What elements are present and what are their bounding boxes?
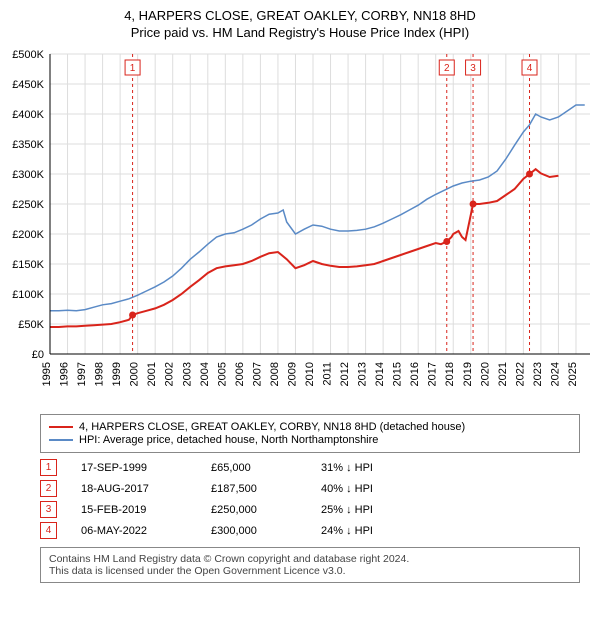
svg-text:2008: 2008 xyxy=(269,362,281,386)
transaction-date: 06-MAY-2022 xyxy=(81,525,211,537)
legend-swatch xyxy=(49,439,73,441)
svg-text:£300K: £300K xyxy=(12,169,44,181)
chart-plot-area: 1 2 3 4 £0 £50K £100K £150K £200K £250K £300K £350K… xyxy=(0,44,600,404)
legend-swatch xyxy=(49,426,73,428)
svg-text:2005: 2005 xyxy=(216,362,228,386)
svg-text:2013: 2013 xyxy=(357,362,369,386)
svg-text:£350K: £350K xyxy=(12,139,44,151)
footer-line2: This data is licensed under the Open Gov… xyxy=(49,565,571,577)
transaction-date: 18-AUG-2017 xyxy=(81,483,211,495)
svg-text:2010: 2010 xyxy=(304,362,316,386)
svg-text:4: 4 xyxy=(527,63,533,74)
svg-text:£450K: £450K xyxy=(12,79,44,91)
svg-text:2025: 2025 xyxy=(567,362,579,386)
svg-text:2011: 2011 xyxy=(322,362,334,386)
svg-text:2009: 2009 xyxy=(286,362,298,386)
transaction-table: 1 17-SEP-1999£65,00031% ↓ HPI 2 18-AUG-2017… xyxy=(40,459,580,539)
svg-text:2002: 2002 xyxy=(164,362,176,386)
svg-text:1995: 1995 xyxy=(41,362,53,386)
svg-text:2020: 2020 xyxy=(479,362,491,386)
footer-line1: Contains HM Land Registry data © Crown c… xyxy=(49,553,571,565)
svg-text:£0: £0 xyxy=(32,349,44,361)
svg-text:2006: 2006 xyxy=(234,362,246,386)
svg-text:2015: 2015 xyxy=(392,362,404,386)
svg-text:2007: 2007 xyxy=(251,362,263,386)
legend-row: 4, HARPERS CLOSE, GREAT OAKLEY, CORBY, N… xyxy=(49,421,571,433)
transaction-marker: 4 xyxy=(40,522,57,539)
transaction-marker: 1 xyxy=(40,459,57,476)
legend-label: HPI: Average price, detached house, Nort… xyxy=(79,434,378,446)
svg-text:2019: 2019 xyxy=(462,362,474,386)
footer-attribution: Contains HM Land Registry data © Crown c… xyxy=(40,547,580,583)
svg-text:1996: 1996 xyxy=(59,362,71,386)
svg-text:2004: 2004 xyxy=(199,362,211,386)
svg-text:1: 1 xyxy=(130,63,136,74)
transaction-diff: 25% ↓ HPI xyxy=(321,504,421,516)
transaction-diff: 24% ↓ HPI xyxy=(321,525,421,537)
svg-text:3: 3 xyxy=(470,63,476,74)
transaction-diff: 31% ↓ HPI xyxy=(321,462,421,474)
legend-box: 4, HARPERS CLOSE, GREAT OAKLEY, CORBY, N… xyxy=(40,414,580,453)
svg-text:£200K: £200K xyxy=(12,229,44,241)
transaction-date: 17-SEP-1999 xyxy=(81,462,211,474)
transaction-row: 1 17-SEP-1999£65,00031% ↓ HPI xyxy=(40,459,580,476)
svg-text:£100K: £100K xyxy=(12,289,44,301)
chart-svg: 1 2 3 4 £0 £50K £100K £150K £200K £250K £300K £350K… xyxy=(0,44,600,404)
transaction-row: 3 15-FEB-2019£250,00025% ↓ HPI xyxy=(40,501,580,518)
svg-text:2024: 2024 xyxy=(549,362,561,386)
legend-row: HPI: Average price, detached house, Nort… xyxy=(49,434,571,446)
transaction-marker: 3 xyxy=(40,501,57,518)
svg-text:£50K: £50K xyxy=(18,319,44,331)
svg-text:£500K: £500K xyxy=(12,49,44,61)
svg-text:2003: 2003 xyxy=(181,362,193,386)
transaction-row: 2 18-AUG-2017£187,50040% ↓ HPI xyxy=(40,480,580,497)
chart-title-line1: 4, HARPERS CLOSE, GREAT OAKLEY, CORBY, N… xyxy=(0,8,600,23)
svg-text:2001: 2001 xyxy=(146,362,158,386)
svg-text:£150K: £150K xyxy=(12,259,44,271)
svg-text:1998: 1998 xyxy=(94,362,106,386)
svg-text:1999: 1999 xyxy=(111,362,123,386)
svg-text:2012: 2012 xyxy=(339,362,351,386)
chart-container: 4, HARPERS CLOSE, GREAT OAKLEY, CORBY, N… xyxy=(0,0,600,583)
svg-text:£250K: £250K xyxy=(12,199,44,211)
chart-title-line2: Price paid vs. HM Land Registry's House … xyxy=(0,25,600,40)
svg-text:2021: 2021 xyxy=(497,362,509,386)
svg-text:2017: 2017 xyxy=(427,362,439,386)
transaction-diff: 40% ↓ HPI xyxy=(321,483,421,495)
legend-label: 4, HARPERS CLOSE, GREAT OAKLEY, CORBY, N… xyxy=(79,421,465,433)
transaction-price: £187,500 xyxy=(211,483,321,495)
transaction-date: 15-FEB-2019 xyxy=(81,504,211,516)
svg-text:2018: 2018 xyxy=(444,362,456,386)
transaction-marker: 2 xyxy=(40,480,57,497)
svg-text:2023: 2023 xyxy=(532,362,544,386)
svg-text:2014: 2014 xyxy=(374,362,386,386)
transaction-price: £300,000 xyxy=(211,525,321,537)
transaction-price: £250,000 xyxy=(211,504,321,516)
transaction-row: 4 06-MAY-2022£300,00024% ↓ HPI xyxy=(40,522,580,539)
svg-text:£400K: £400K xyxy=(12,109,44,121)
svg-text:2016: 2016 xyxy=(409,362,421,386)
svg-text:2000: 2000 xyxy=(129,362,141,386)
svg-text:1997: 1997 xyxy=(76,362,88,386)
svg-text:2022: 2022 xyxy=(514,362,526,386)
svg-text:2: 2 xyxy=(444,63,450,74)
transaction-price: £65,000 xyxy=(211,462,321,474)
chart-title-block: 4, HARPERS CLOSE, GREAT OAKLEY, CORBY, N… xyxy=(0,0,600,44)
